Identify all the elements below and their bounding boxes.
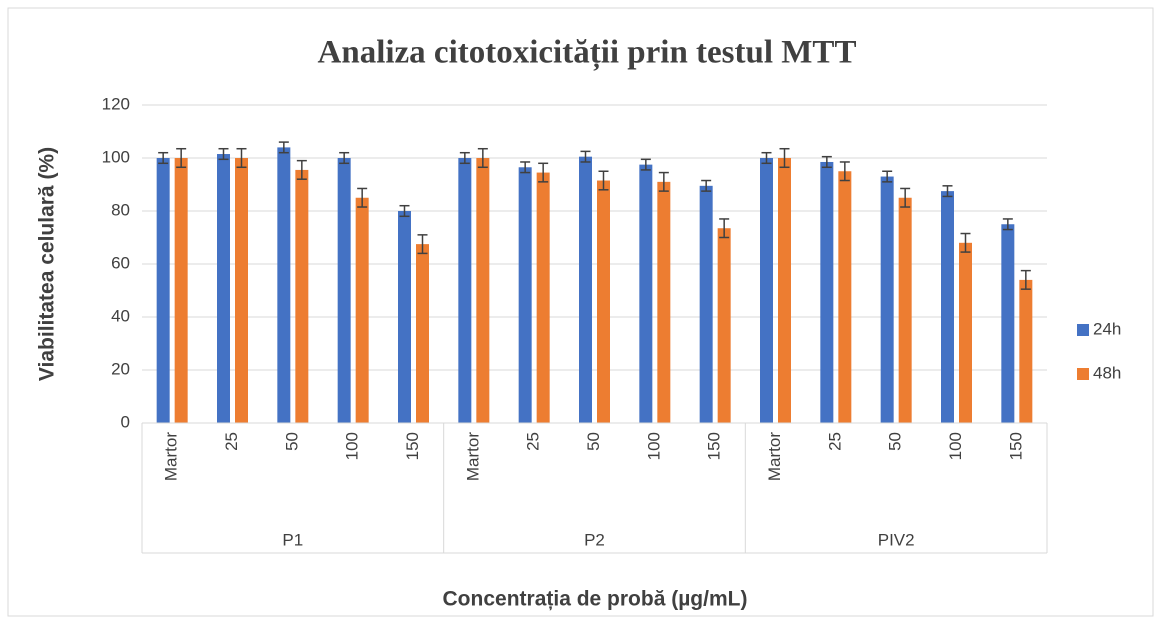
x-tick-label: 150 xyxy=(403,432,422,460)
bar xyxy=(657,181,671,423)
group-label: PIV2 xyxy=(878,530,915,549)
x-tick-label: 100 xyxy=(946,432,965,460)
x-tick-label: 25 xyxy=(222,432,241,451)
bar xyxy=(295,169,309,423)
bar xyxy=(398,211,411,423)
bar xyxy=(536,172,550,423)
bar xyxy=(458,158,472,423)
y-axis-label: Viabilitatea celulară (%) xyxy=(36,147,59,381)
group-label: P2 xyxy=(584,530,605,549)
y-tick-label: 120 xyxy=(102,94,130,113)
x-tick-label: Martor xyxy=(463,432,482,481)
bar xyxy=(699,185,713,423)
x-tick-label: 50 xyxy=(886,432,905,451)
legend-swatch xyxy=(1077,368,1089,380)
bar xyxy=(235,158,248,423)
y-tick-label: 80 xyxy=(111,200,130,219)
y-tick-label: 40 xyxy=(111,306,130,325)
bar xyxy=(156,158,170,423)
bar xyxy=(416,244,429,423)
x-tick-label: Martor xyxy=(765,432,784,481)
bar xyxy=(639,164,653,423)
x-tick-label: 50 xyxy=(584,432,603,451)
y-tick-label: 20 xyxy=(111,359,130,378)
x-tick-label: 150 xyxy=(705,432,724,460)
bar xyxy=(579,156,592,424)
bar xyxy=(476,158,490,423)
y-tick-label: 100 xyxy=(102,147,130,166)
bar xyxy=(880,176,894,423)
bar xyxy=(174,158,188,423)
bar xyxy=(717,228,731,423)
bar xyxy=(959,242,972,423)
legend-label: 48h xyxy=(1093,363,1121,382)
bar xyxy=(778,158,791,423)
x-tick-label: 25 xyxy=(524,432,543,451)
bar xyxy=(518,167,532,423)
x-tick-label: 25 xyxy=(825,432,844,451)
bar xyxy=(217,154,230,423)
bar xyxy=(838,171,852,423)
x-tick-label: Martor xyxy=(162,432,181,481)
bar xyxy=(898,197,912,423)
bar xyxy=(337,158,351,423)
bar xyxy=(597,180,610,423)
bar xyxy=(820,161,834,423)
bar xyxy=(355,197,369,423)
x-tick-label: 100 xyxy=(644,432,663,460)
legend-swatch xyxy=(1077,324,1089,336)
bar xyxy=(941,191,954,423)
bar xyxy=(277,147,291,423)
x-axis-label: Concentrația de probă (µg/mL) xyxy=(443,588,748,611)
group-label: P1 xyxy=(282,530,303,549)
x-tick-label: 150 xyxy=(1006,432,1025,460)
bar xyxy=(1001,224,1015,423)
x-tick-label: 100 xyxy=(343,432,362,460)
x-tick-label: 50 xyxy=(282,432,301,451)
y-tick-label: 60 xyxy=(111,253,130,272)
chart-title: Analiza citotoxicității prin testul MTT xyxy=(318,35,857,72)
bar xyxy=(760,158,773,423)
legend-label: 24h xyxy=(1093,319,1121,338)
y-tick-label: 0 xyxy=(121,412,130,431)
bar xyxy=(1019,279,1033,423)
